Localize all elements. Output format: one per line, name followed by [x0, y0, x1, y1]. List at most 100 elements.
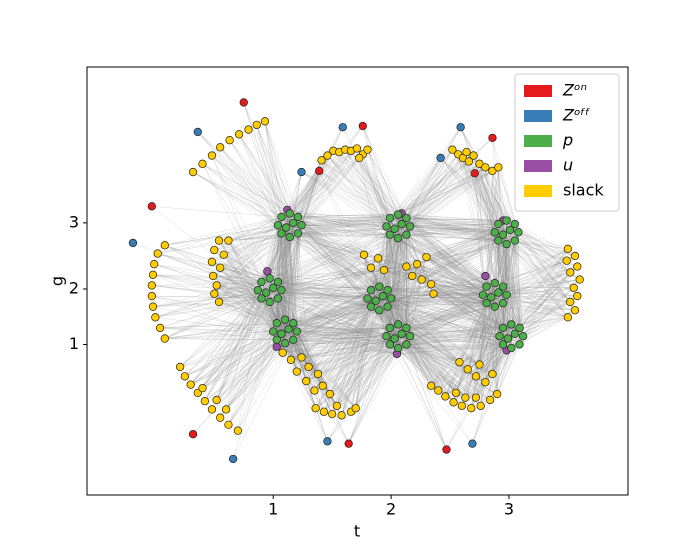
- edge: [301, 171, 399, 215]
- edge: [297, 213, 402, 234]
- edge: [382, 295, 504, 329]
- edge: [266, 269, 385, 293]
- edge: [406, 335, 524, 345]
- edge: [375, 300, 446, 397]
- node: [462, 147, 471, 157]
- edge: [431, 234, 504, 285]
- edge: [389, 279, 422, 345]
- edge: [297, 157, 360, 218]
- edge: [409, 154, 459, 227]
- edge: [284, 333, 402, 344]
- edge: [289, 149, 346, 214]
- plot-frame: [86, 66, 629, 496]
- edge: [514, 255, 576, 334]
- edge: [333, 150, 402, 225]
- edge: [267, 271, 380, 311]
- edge: [344, 149, 391, 235]
- edge: [277, 224, 372, 268]
- edge: [461, 286, 487, 406]
- edge: [355, 327, 391, 409]
- edge: [273, 286, 380, 289]
- edge: [350, 336, 387, 412]
- edge: [506, 294, 520, 329]
- node: [148, 270, 158, 279]
- edge: [293, 289, 372, 340]
- edge: [276, 333, 402, 348]
- edge: [406, 157, 441, 219]
- edge: [213, 275, 274, 289]
- edge: [228, 331, 274, 425]
- edge: [394, 228, 499, 241]
- edge: [389, 327, 446, 397]
- edge: [461, 294, 484, 406]
- edge: [503, 286, 571, 303]
- edge: [416, 263, 504, 287]
- edge: [389, 217, 515, 241]
- edge: [159, 292, 267, 329]
- edge: [276, 338, 395, 348]
- edge: [401, 149, 453, 225]
- edge: [306, 344, 407, 382]
- edge: [452, 149, 499, 225]
- edge: [155, 298, 262, 318]
- node: [207, 257, 217, 266]
- edge: [389, 286, 487, 345]
- node: [510, 236, 519, 245]
- edge: [370, 284, 432, 307]
- edge: [406, 344, 512, 349]
- edge: [336, 310, 380, 406]
- edge: [293, 266, 407, 340]
- edge: [406, 217, 504, 221]
- edge: [401, 213, 495, 307]
- node: [505, 225, 515, 235]
- edge: [431, 284, 508, 339]
- edge: [216, 287, 274, 401]
- node: [234, 130, 244, 139]
- edge: [296, 275, 413, 332]
- edge: [496, 333, 516, 395]
- edge: [152, 274, 262, 283]
- edge: [269, 301, 283, 353]
- edge: [382, 295, 507, 351]
- edge: [297, 233, 413, 277]
- edge: [282, 327, 390, 353]
- edge: [370, 218, 407, 291]
- edge: [154, 263, 270, 303]
- edge: [218, 289, 282, 303]
- node: [212, 281, 221, 290]
- edge: [502, 303, 509, 339]
- edge: [398, 324, 480, 365]
- edge: [293, 214, 399, 224]
- edge: [290, 310, 380, 361]
- edge: [197, 331, 274, 394]
- edge: [506, 243, 576, 257]
- edge: [341, 295, 384, 416]
- edge: [514, 301, 571, 335]
- edge: [387, 289, 460, 363]
- edge: [387, 275, 413, 291]
- edge: [445, 303, 487, 397]
- edge: [285, 227, 289, 330]
- edge: [339, 151, 399, 215]
- edge: [391, 298, 504, 329]
- edge: [401, 213, 495, 284]
- edge: [212, 275, 277, 324]
- edge: [269, 278, 368, 299]
- edge: [367, 218, 407, 299]
- edge: [317, 327, 391, 375]
- edge: [485, 220, 507, 277]
- edge: [378, 258, 499, 293]
- edge: [348, 336, 387, 444]
- edge: [296, 266, 407, 332]
- edge: [284, 286, 380, 320]
- edge: [211, 290, 259, 410]
- edge: [426, 256, 504, 287]
- edge: [379, 226, 387, 287]
- edge: [370, 306, 460, 363]
- edge: [269, 301, 390, 345]
- edge: [277, 298, 294, 324]
- edge: [192, 171, 290, 238]
- edge: [387, 240, 499, 307]
- edge: [281, 150, 352, 218]
- edge: [331, 298, 368, 415]
